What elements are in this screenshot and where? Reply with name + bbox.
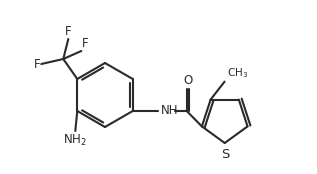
- Text: F: F: [65, 25, 72, 38]
- Text: F: F: [82, 37, 89, 50]
- Text: O: O: [183, 74, 192, 87]
- Text: NH: NH: [161, 105, 178, 117]
- Text: NH$_2$: NH$_2$: [63, 133, 87, 148]
- Text: CH$_3$: CH$_3$: [227, 66, 248, 80]
- Text: S: S: [222, 148, 230, 161]
- Text: F: F: [34, 57, 40, 70]
